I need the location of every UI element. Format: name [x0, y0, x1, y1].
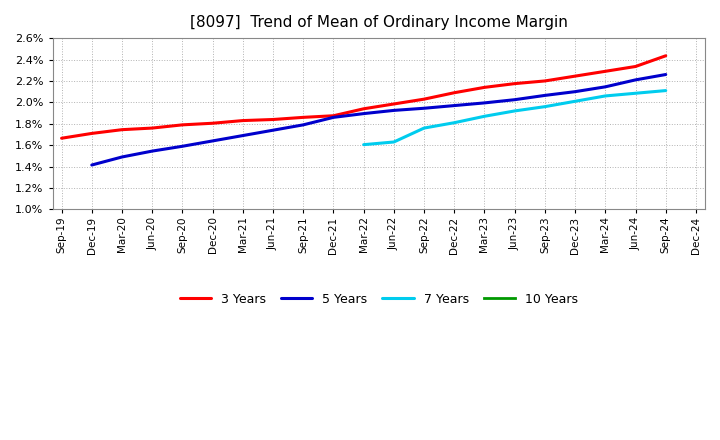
5 Years [208, 138, 217, 143]
3 Years [480, 85, 489, 90]
5 Years [601, 84, 610, 89]
7 Years [541, 104, 549, 109]
3 Years [359, 106, 368, 111]
Line: 7 Years: 7 Years [364, 91, 666, 145]
5 Years [420, 106, 428, 111]
3 Years [571, 73, 580, 79]
5 Years [359, 111, 368, 116]
3 Years [299, 115, 307, 120]
5 Years [178, 143, 186, 149]
5 Years [299, 122, 307, 128]
7 Years [480, 114, 489, 119]
5 Years [510, 97, 519, 103]
3 Years [238, 118, 247, 123]
3 Years [420, 96, 428, 102]
5 Years [541, 93, 549, 98]
Line: 3 Years: 3 Years [62, 56, 666, 138]
3 Years [390, 101, 398, 106]
5 Years [269, 128, 277, 133]
3 Years [117, 127, 126, 132]
5 Years [117, 154, 126, 160]
5 Years [238, 133, 247, 138]
7 Years [571, 99, 580, 104]
7 Years [601, 93, 610, 99]
7 Years [662, 88, 670, 93]
3 Years [208, 121, 217, 126]
Legend: 3 Years, 5 Years, 7 Years, 10 Years: 3 Years, 5 Years, 7 Years, 10 Years [175, 288, 583, 311]
7 Years [631, 91, 640, 96]
7 Years [390, 139, 398, 145]
3 Years [631, 64, 640, 69]
5 Years [662, 72, 670, 77]
3 Years [269, 117, 277, 122]
3 Years [541, 78, 549, 84]
3 Years [178, 122, 186, 128]
5 Years [480, 100, 489, 106]
3 Years [148, 125, 156, 131]
7 Years [510, 108, 519, 114]
3 Years [329, 113, 338, 118]
3 Years [510, 81, 519, 86]
Line: 5 Years: 5 Years [91, 74, 666, 165]
3 Years [87, 131, 96, 136]
5 Years [390, 108, 398, 113]
3 Years [450, 90, 459, 95]
7 Years [359, 142, 368, 147]
3 Years [58, 136, 66, 141]
7 Years [420, 125, 428, 131]
5 Years [571, 89, 580, 94]
5 Years [87, 162, 96, 168]
5 Years [329, 115, 338, 120]
5 Years [631, 77, 640, 83]
3 Years [662, 53, 670, 59]
5 Years [450, 103, 459, 108]
Title: [8097]  Trend of Mean of Ordinary Income Margin: [8097] Trend of Mean of Ordinary Income … [190, 15, 567, 30]
5 Years [148, 148, 156, 154]
7 Years [450, 120, 459, 125]
3 Years [601, 69, 610, 74]
